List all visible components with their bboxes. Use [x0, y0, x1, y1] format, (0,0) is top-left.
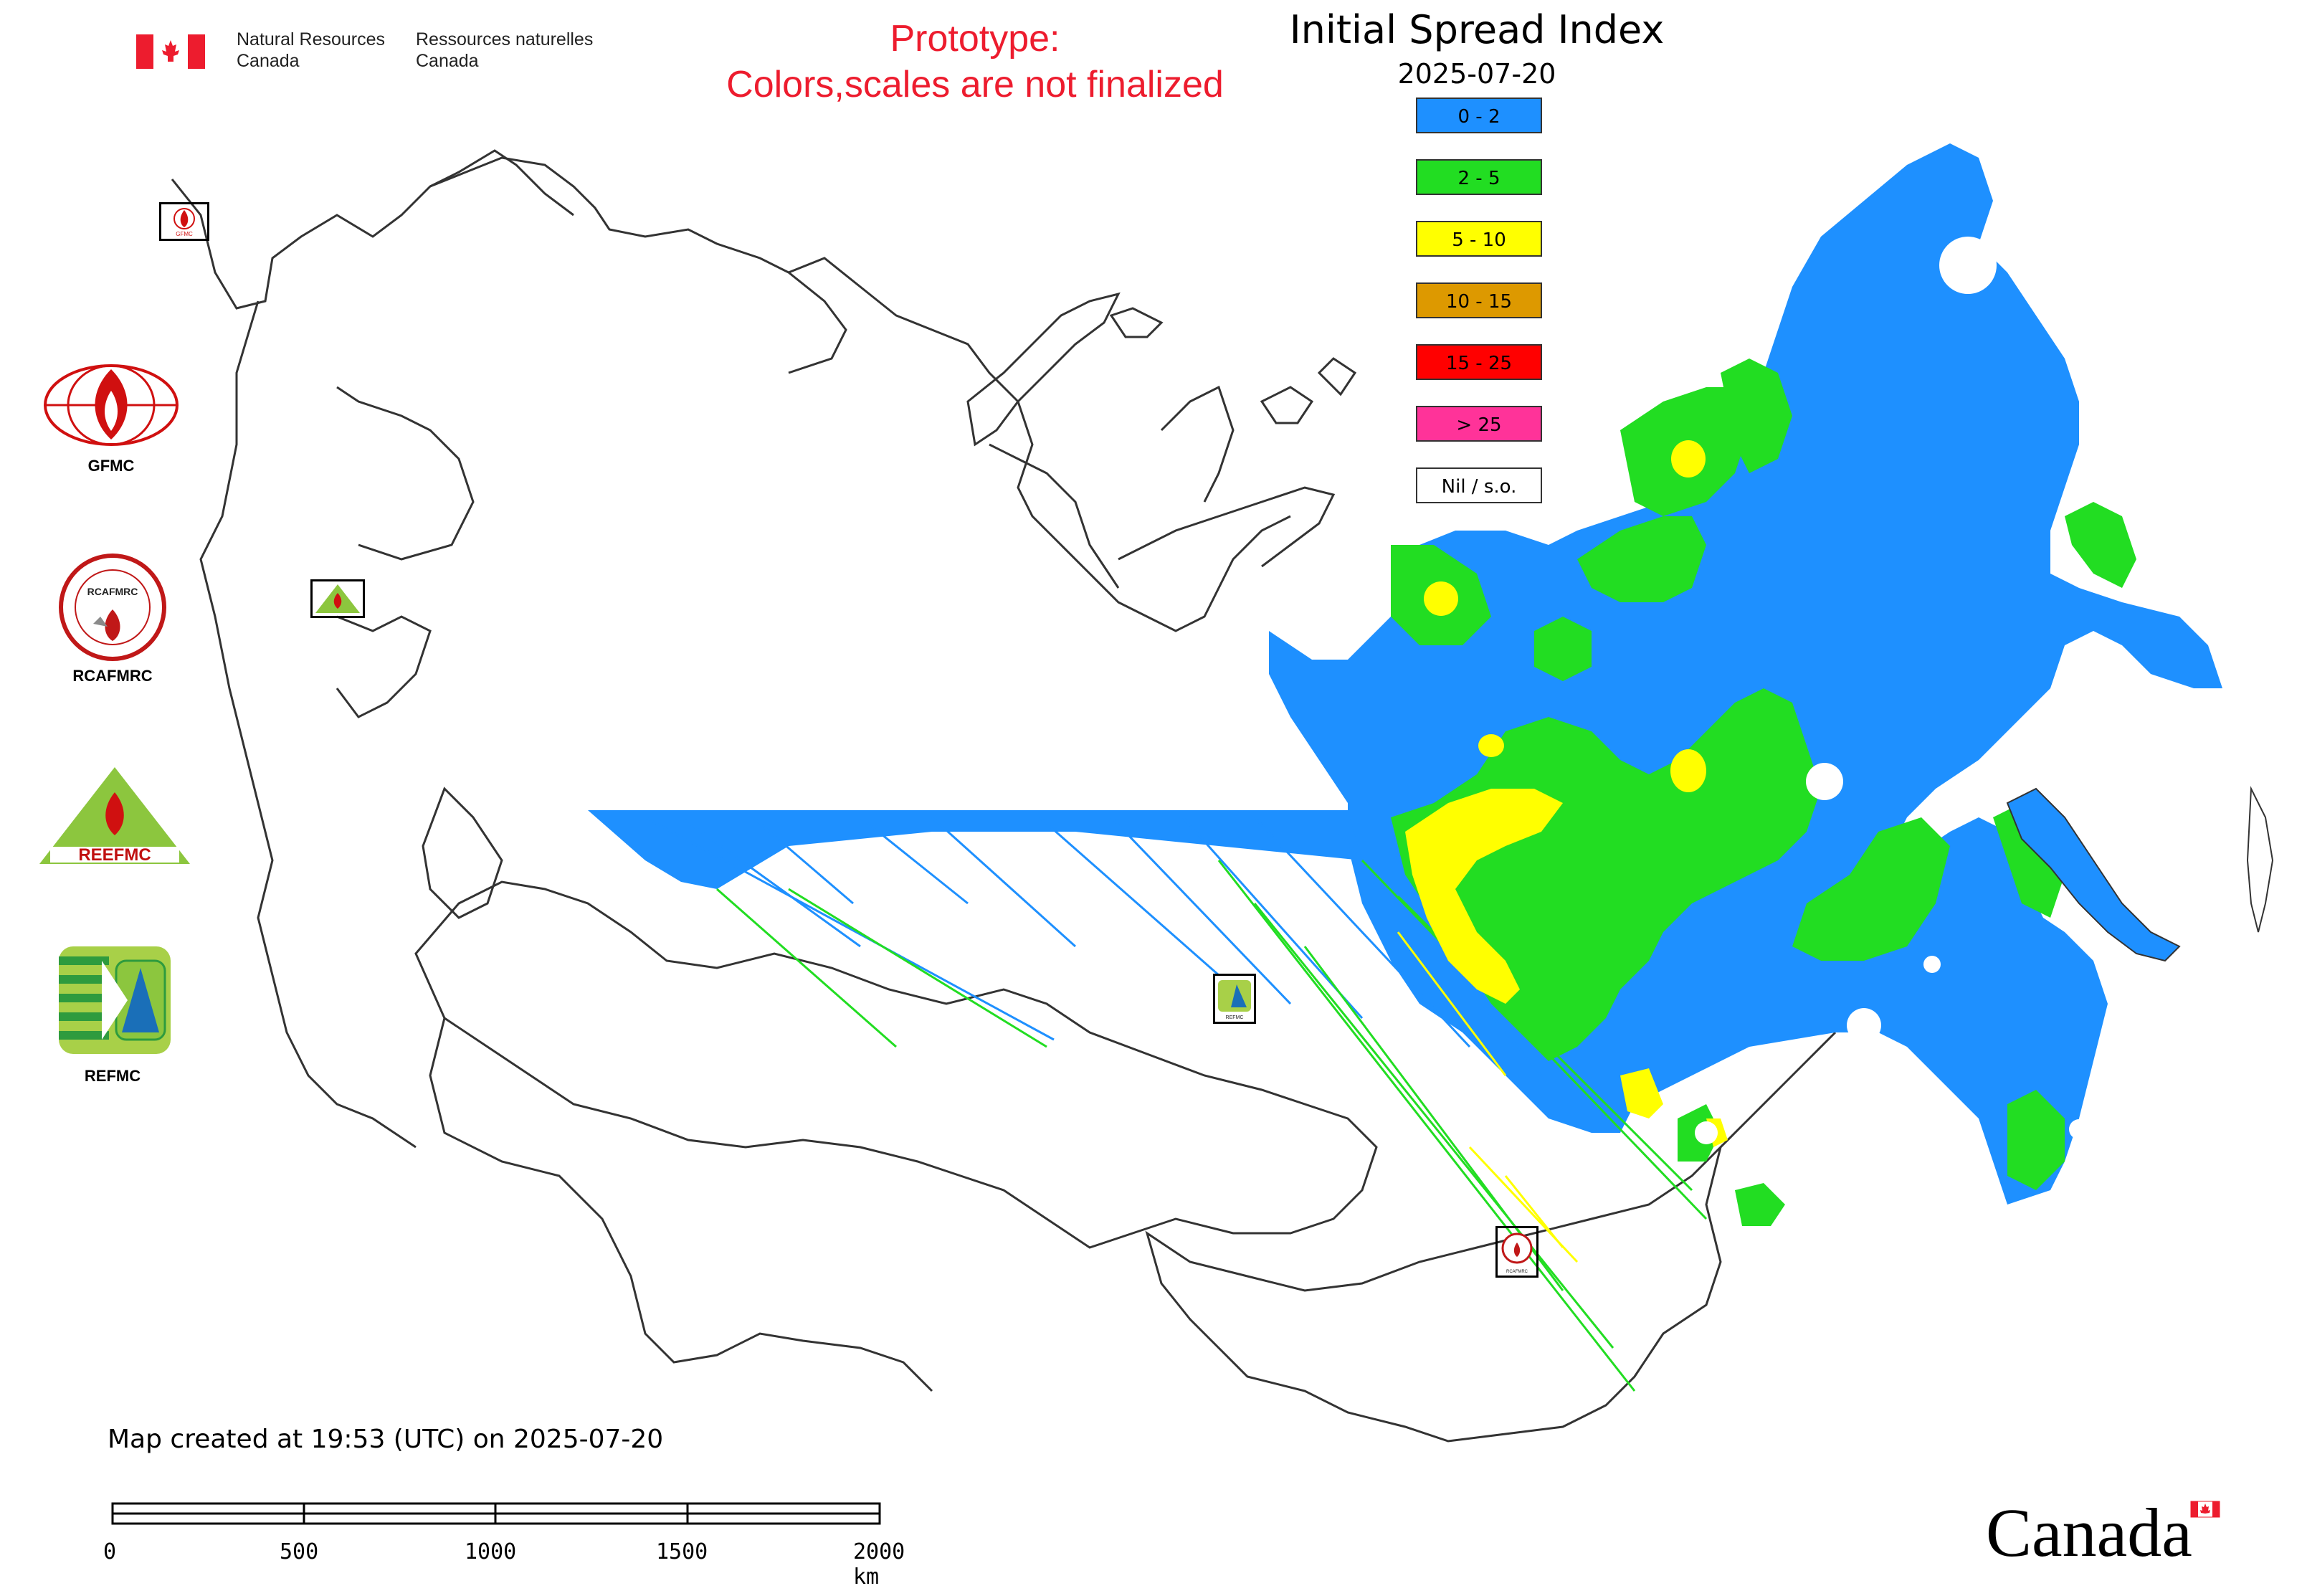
map-created-note: Map created at 19:53 (UTC) on 2025-07-20 — [108, 1425, 664, 1454]
refmc-badge-small: REFMC — [1213, 974, 1256, 1024]
svg-text:REFMC: REFMC — [1226, 1015, 1244, 1020]
scale-tick-1000: 1000 — [465, 1539, 517, 1564]
reefmc-triangle-icon: REEFMC — [39, 767, 190, 865]
gov-signature: Natural Resources Canada Ressources natu… — [136, 29, 624, 79]
svg-text:GFMC: GFMC — [176, 231, 193, 237]
legend-label: 5 - 10 — [1452, 229, 1506, 251]
refmc-logo — [59, 946, 171, 1054]
flame-icon: GFMC — [173, 208, 195, 237]
prototype-line2: Colors,scales are not finalized — [726, 64, 1224, 105]
canada-flag-icon — [136, 34, 205, 69]
legend-label: > 25 — [1456, 414, 1502, 436]
gov-fr-line2: Canada — [416, 51, 479, 71]
scale-tick-500: 500 — [280, 1539, 319, 1564]
legend-item-nil: Nil / s.o. — [1416, 467, 1542, 503]
legend-item-2-5: 2 - 5 — [1416, 159, 1542, 195]
legend-label: 15 - 25 — [1445, 353, 1513, 374]
map-date: 2025-07-20 — [1397, 58, 1556, 90]
gfmc-badge-small: GFMC — [159, 202, 209, 241]
rcafmrc-logo: RCAFMRC — [57, 552, 168, 663]
refmc-sigma-icon — [59, 946, 171, 1054]
rcafmrc-seal-icon: RCAFMRC — [59, 554, 166, 661]
legend-item-10-15: 10 - 15 — [1416, 282, 1542, 318]
scale-tick-0: 0 — [103, 1539, 117, 1564]
gov-en-line2: Canada — [237, 51, 300, 71]
legend-label: 10 - 15 — [1445, 291, 1513, 313]
refmc-label: REFMC — [84, 1067, 141, 1085]
scale-tick-2000: 2000 km — [853, 1539, 905, 1590]
reefmc-badge-small — [310, 579, 365, 618]
rcafmrc-mini-icon: RCAFMRC — [1501, 1232, 1533, 1274]
legend-item-15-25: 15 - 25 — [1416, 344, 1542, 380]
scale-bar — [111, 1502, 881, 1525]
reefmc-mini-icon — [315, 584, 360, 613]
legend-label: Nil / s.o. — [1441, 476, 1517, 498]
isi-color-region — [588, 143, 2274, 1392]
canada-wordmark-icon: Canada — [1986, 1494, 2220, 1571]
boundary-lines — [171, 149, 1837, 1443]
gov-fr-line1: Ressources naturelles — [416, 29, 594, 49]
legend-label: 2 - 5 — [1457, 168, 1500, 189]
legend-item-gt-25: > 25 — [1416, 406, 1542, 442]
reefmc-wordmark: REEFMC — [78, 845, 151, 865]
legend-item-5-10: 5 - 10 — [1416, 221, 1542, 257]
canada-wordmark-text: Canada — [1986, 1494, 2192, 1570]
map-title: Initial Spread Index — [1289, 7, 1665, 52]
canada-wordmark: Canada — [1986, 1491, 2222, 1571]
prototype-line1: Prototype: — [890, 18, 1060, 60]
rcafmrc-mini-wordmark: RCAFMRC — [1506, 1270, 1528, 1274]
legend-label: 0 - 2 — [1457, 106, 1500, 128]
reefmc-logo: REEFMC — [36, 764, 194, 871]
rcafmrc-label: RCAFMRC — [72, 667, 153, 685]
gfmc-label: GFMC — [87, 457, 135, 475]
refmc-mini-icon: REFMC — [1218, 980, 1251, 1020]
svg-text:RCAFMRC: RCAFMRC — [87, 586, 138, 597]
scale-tick-1500: 1500 — [656, 1539, 708, 1564]
rcafmrc-badge-small: RCAFMRC — [1495, 1226, 1538, 1278]
prototype-notice: Prototype: Colors,scales are not finaliz… — [631, 16, 1319, 108]
gov-en-line1: Natural Resources — [237, 29, 386, 49]
gfmc-flame-icon — [44, 364, 179, 446]
scale-labels: 0 500 1000 1500 2000 km — [103, 1502, 905, 1590]
gfmc-logo — [39, 362, 183, 455]
legend-item-0-2: 0 - 2 — [1416, 98, 1542, 133]
